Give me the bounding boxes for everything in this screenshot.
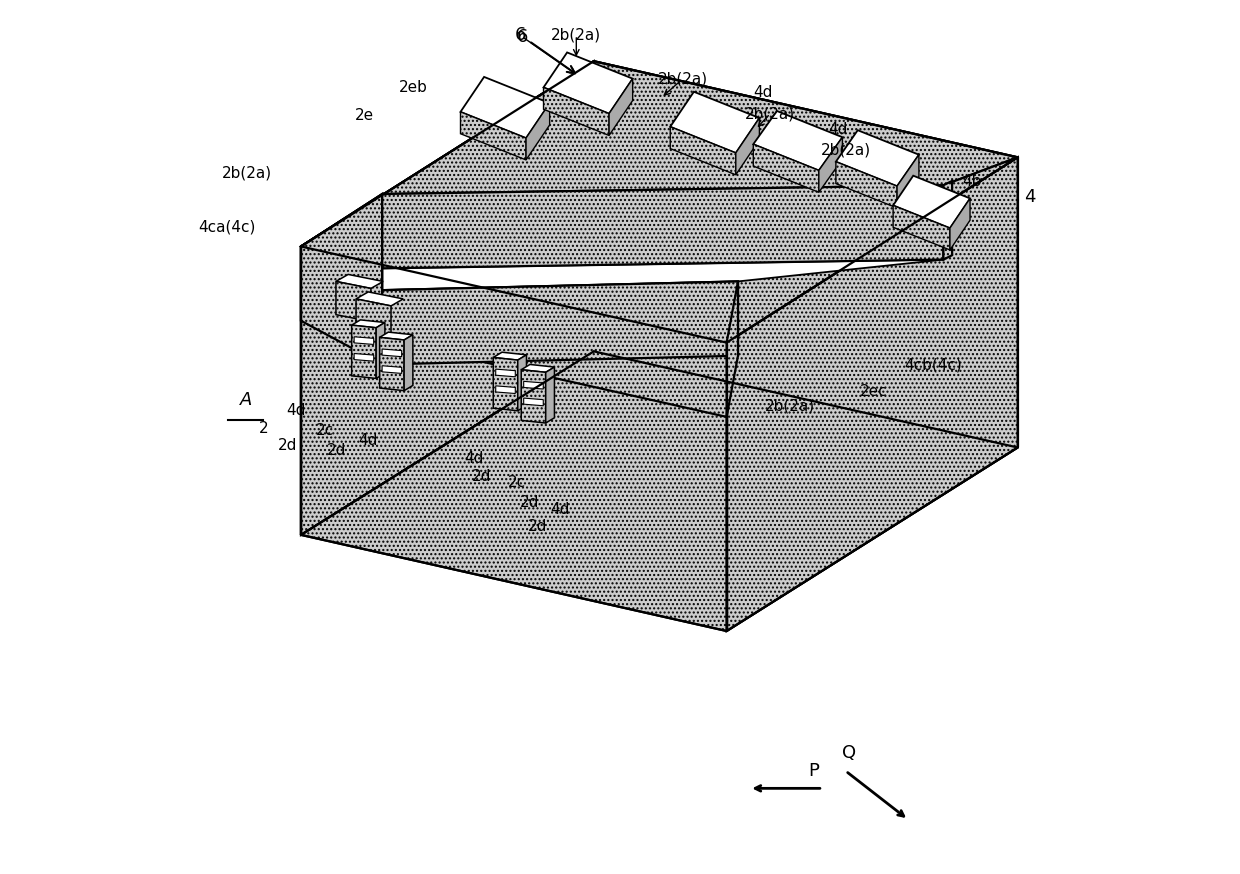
Text: P: P — [808, 761, 820, 780]
Polygon shape — [753, 111, 842, 170]
Polygon shape — [355, 353, 373, 361]
Polygon shape — [521, 370, 546, 423]
Polygon shape — [379, 337, 404, 391]
Polygon shape — [727, 157, 1018, 631]
Text: 2e: 2e — [355, 108, 374, 123]
Polygon shape — [301, 61, 1018, 246]
Polygon shape — [301, 61, 1018, 343]
Text: 2eb: 2eb — [398, 80, 428, 95]
Text: 2c: 2c — [508, 475, 526, 490]
Text: 4: 4 — [1024, 188, 1035, 205]
Polygon shape — [609, 79, 632, 135]
Polygon shape — [382, 349, 402, 357]
Text: 2c: 2c — [316, 423, 334, 439]
Polygon shape — [671, 92, 759, 153]
Polygon shape — [301, 351, 1018, 631]
Text: 2b(2a): 2b(2a) — [552, 27, 601, 43]
Polygon shape — [356, 292, 403, 306]
Text: 2d: 2d — [471, 468, 491, 484]
Polygon shape — [336, 274, 383, 288]
Polygon shape — [727, 281, 738, 417]
Polygon shape — [352, 320, 384, 328]
Polygon shape — [356, 299, 391, 339]
Text: 4d: 4d — [465, 451, 484, 467]
Polygon shape — [735, 118, 759, 175]
Polygon shape — [379, 332, 413, 340]
Polygon shape — [897, 155, 919, 208]
Polygon shape — [523, 381, 543, 389]
Polygon shape — [727, 157, 1018, 343]
Polygon shape — [543, 52, 632, 114]
Polygon shape — [518, 355, 527, 411]
Polygon shape — [336, 281, 371, 322]
Text: 4d: 4d — [753, 85, 773, 101]
Text: 4ca(4c): 4ca(4c) — [198, 219, 257, 235]
Polygon shape — [836, 130, 919, 186]
Polygon shape — [950, 198, 970, 250]
Polygon shape — [496, 369, 516, 377]
Text: 2d: 2d — [327, 442, 347, 458]
Text: 6: 6 — [516, 28, 528, 45]
Polygon shape — [526, 103, 549, 160]
Text: 2ec: 2ec — [861, 384, 888, 399]
Polygon shape — [944, 181, 952, 260]
Polygon shape — [382, 365, 402, 373]
Text: 6: 6 — [515, 26, 575, 73]
Text: A: A — [239, 392, 252, 409]
Text: 4d: 4d — [286, 403, 305, 419]
Text: 2d: 2d — [520, 495, 539, 510]
Text: 4d: 4d — [828, 121, 847, 137]
Text: 4cb(4c): 4cb(4c) — [904, 357, 962, 373]
Polygon shape — [382, 281, 738, 364]
Polygon shape — [382, 260, 944, 290]
Polygon shape — [494, 357, 518, 411]
Text: 2: 2 — [259, 420, 268, 436]
Text: 2d: 2d — [528, 518, 548, 534]
Polygon shape — [543, 87, 609, 135]
Polygon shape — [893, 205, 950, 250]
Text: 2b(2a): 2b(2a) — [222, 165, 272, 181]
Text: 2b(2a): 2b(2a) — [821, 142, 870, 158]
Polygon shape — [301, 61, 594, 535]
Polygon shape — [460, 112, 526, 160]
Polygon shape — [460, 77, 549, 138]
Polygon shape — [893, 176, 970, 228]
Polygon shape — [836, 162, 897, 208]
Polygon shape — [818, 137, 842, 192]
Polygon shape — [494, 352, 527, 360]
Polygon shape — [376, 323, 384, 378]
Polygon shape — [404, 335, 413, 391]
Text: Q: Q — [842, 744, 856, 762]
Text: 4b: 4b — [962, 174, 982, 190]
Polygon shape — [301, 281, 738, 417]
Polygon shape — [671, 127, 735, 175]
Polygon shape — [523, 398, 543, 406]
Polygon shape — [301, 194, 382, 290]
Polygon shape — [546, 367, 554, 423]
Text: 4d: 4d — [551, 502, 569, 517]
Polygon shape — [301, 194, 382, 364]
Text: 2b(2a): 2b(2a) — [765, 399, 816, 414]
Polygon shape — [496, 385, 516, 393]
Polygon shape — [753, 144, 818, 192]
Text: 2d: 2d — [278, 438, 296, 454]
Text: 2b(2a): 2b(2a) — [658, 71, 708, 87]
Polygon shape — [382, 185, 944, 268]
Polygon shape — [352, 325, 376, 378]
Text: 2b(2a): 2b(2a) — [745, 106, 795, 121]
Text: 4d: 4d — [358, 433, 377, 448]
Polygon shape — [355, 336, 373, 344]
Polygon shape — [521, 364, 554, 372]
